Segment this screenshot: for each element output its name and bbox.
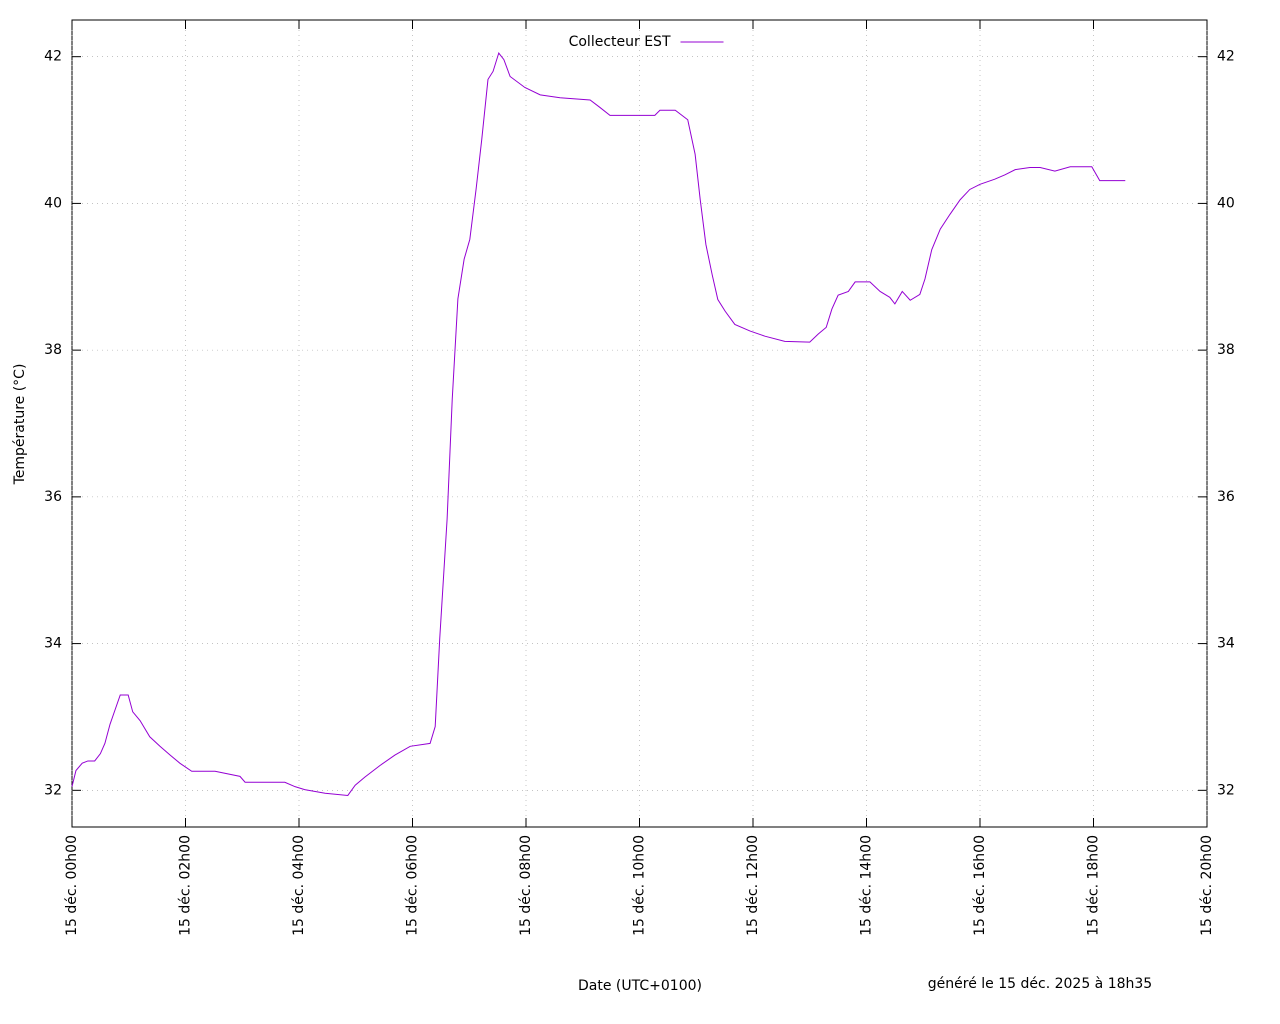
legend-label: Collecteur EST: [569, 34, 671, 50]
x-tick-label: 15 déc. 00h00: [64, 835, 80, 936]
x-tick-label: 15 déc. 12h00: [745, 835, 761, 936]
x-tick-label: 15 déc. 20h00: [1199, 835, 1215, 936]
y2-tick-label: 34: [1217, 636, 1235, 652]
y2-tick-label: 32: [1217, 782, 1235, 798]
y-tick-label: 32: [44, 782, 62, 798]
y2-tick-label: 42: [1217, 49, 1235, 65]
data-line: [71, 51, 1126, 796]
x-tick-label: 15 déc. 04h00: [291, 835, 307, 936]
x-axis-label: Date (UTC+0100): [578, 978, 702, 994]
y-tick-label: 36: [44, 489, 62, 505]
y-tick-label: 38: [44, 342, 62, 358]
y-tick-label: 40: [44, 195, 62, 211]
x-tick-label: 15 déc. 14h00: [859, 835, 875, 936]
y-tick-label: 34: [44, 636, 62, 652]
x-tick-label: 15 déc. 06h00: [405, 835, 421, 936]
y2-tick-label: 40: [1217, 195, 1235, 211]
x-tick-label: 15 déc. 02h00: [178, 835, 194, 936]
y-tick-label: 42: [44, 49, 62, 65]
x-tick-label: 15 déc. 18h00: [1086, 835, 1102, 936]
x-tick-label: 15 déc. 08h00: [518, 835, 534, 936]
y-axis-label: Température (°C): [12, 364, 28, 486]
y2-tick-label: 36: [1217, 489, 1235, 505]
y2-tick-label: 38: [1217, 342, 1235, 358]
x-tick-label: 15 déc. 10h00: [632, 835, 648, 936]
footer-note: généré le 15 déc. 2025 à 18h35: [928, 976, 1152, 992]
x-tick-label: 15 déc. 16h00: [972, 835, 988, 936]
